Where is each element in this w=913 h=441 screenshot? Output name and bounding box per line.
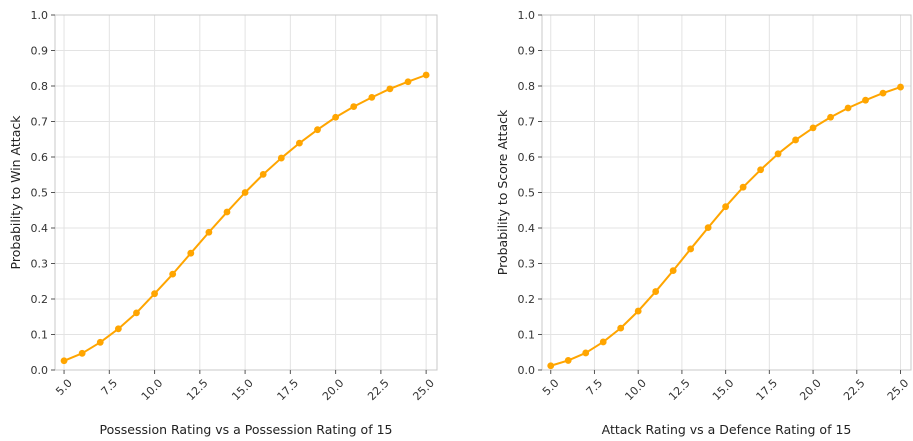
- chart1-xtick-label-5: 17.5: [275, 377, 302, 404]
- chart2-point-20: [897, 83, 904, 91]
- chart1-point-0: [60, 357, 68, 365]
- chart1-xtick-label-6: 20.0: [320, 377, 347, 404]
- chart2-ytick-label-0: 0.0: [518, 364, 536, 377]
- chart1-point-7: [187, 249, 195, 257]
- chart1-ytick-label-3: 0.3: [31, 258, 49, 271]
- chart2-xtick-label-5: 17.5: [754, 377, 781, 404]
- chart2-point-19: [879, 89, 887, 97]
- chart2-point-7: [669, 267, 677, 274]
- chart1-ytick-label-4: 0.4: [31, 222, 49, 235]
- chart2-xtick-label-2: 10.0: [622, 377, 649, 404]
- chart2-point-8: [687, 245, 695, 253]
- chart2-point-4: [617, 324, 625, 332]
- chart1-xtick-label-7: 22.5: [365, 377, 392, 404]
- chart1-point-14: [314, 126, 321, 134]
- chart2-point-2: [582, 349, 590, 357]
- chart1-point-12: [277, 154, 285, 162]
- chart2-point-14: [792, 136, 799, 144]
- chart2-xtick-label-0: 5.0: [540, 377, 562, 399]
- chart1-xtick-label-1: 7.5: [99, 377, 121, 399]
- chart1-y-axis-label: Probability to Win Attack: [8, 115, 23, 270]
- chart1-ytick-label-7: 0.7: [31, 116, 49, 129]
- chart2-point-3: [599, 338, 607, 346]
- chart2-point-16: [827, 113, 834, 121]
- chart1-ytick-label-6: 0.6: [31, 151, 49, 164]
- chart1-ytick-label-9: 0.9: [31, 45, 49, 58]
- chart2-xtick-label-1: 7.5: [584, 377, 606, 399]
- chart1-xtick-label-2: 10.0: [139, 377, 166, 404]
- chart1-point-2: [96, 338, 104, 346]
- chart1-ytick-label-0: 0.0: [31, 364, 49, 377]
- chart1-xtick-label-4: 15.0: [229, 377, 256, 404]
- chart2-point-6: [652, 288, 660, 295]
- chart2-ytick-label-1: 0.1: [518, 329, 536, 342]
- chart1-point-9: [223, 208, 231, 216]
- chart1-ytick-label-8: 0.8: [31, 80, 49, 93]
- chart2-ytick-label-10: 1.0: [518, 9, 536, 22]
- chart-panel-left: 0.0 0.1 0.2 0.3 0.4 0.5 0.6 0.7 0.8 0.9 1.0 5.0 7.5 1…: [8, 9, 438, 437]
- chart2-point-0: [547, 362, 555, 370]
- chart2-point-10: [722, 203, 730, 211]
- chart2-ytick-label-5: 0.5: [518, 187, 536, 200]
- chart2-xtick-label-8: 25.0: [885, 377, 912, 404]
- chart2-point-15: [809, 124, 817, 132]
- chart2-point-17: [844, 104, 852, 112]
- chart1-point-1: [78, 349, 86, 357]
- chart2-point-11: [739, 183, 747, 191]
- chart2-ytick-label-6: 0.6: [518, 151, 536, 164]
- chart2-xtick-label-6: 20.0: [797, 377, 824, 404]
- chart1-point-16: [350, 103, 358, 110]
- chart1-point-19: [404, 78, 412, 86]
- chart1-point-13: [296, 139, 303, 147]
- chart2-point-13: [774, 150, 782, 158]
- chart2-x-axis-label: Attack Rating vs a Defence Rating of 15: [602, 422, 852, 437]
- chart1-point-3: [114, 325, 122, 333]
- chart2-ytick-label-3: 0.3: [518, 258, 536, 271]
- chart2-point-5: [634, 307, 642, 315]
- chart1-point-15: [332, 113, 340, 121]
- chart2-ytick-label-7: 0.7: [518, 116, 536, 129]
- chart1-ytick-label-1: 0.1: [31, 329, 49, 342]
- chart1-ytick-label-2: 0.2: [31, 293, 49, 306]
- chart1-ytick-label-10: 1.0: [31, 9, 49, 22]
- chart2-ytick-label-4: 0.4: [518, 222, 536, 235]
- chart-panel-right: 0.0 0.1 0.2 0.3 0.4 0.5 0.6 0.7 0.8 0.9 1.0 5.0 7.5 1…: [495, 9, 912, 437]
- chart2-ytick-label-8: 0.8: [518, 80, 536, 93]
- chart1-xtick-label-0: 5.0: [53, 377, 75, 399]
- chart2-ytick-label-2: 0.2: [518, 293, 536, 306]
- chart2-point-9: [704, 224, 712, 232]
- chart1-point-11: [259, 170, 267, 178]
- chart1-point-5: [151, 290, 158, 298]
- chart1-point-17: [368, 93, 376, 101]
- chart1-point-4: [133, 309, 140, 317]
- chart2-point-12: [757, 166, 765, 174]
- chart1-x-axis-label: Possession Rating vs a Possession Rating…: [100, 422, 393, 437]
- chart1-point-8: [205, 228, 213, 236]
- chart1-point-10: [241, 189, 249, 196]
- chart1-xtick-label-3: 12.5: [184, 377, 211, 404]
- chart1-point-20: [422, 71, 430, 79]
- chart1-point-18: [386, 85, 394, 93]
- chart2-xtick-label-3: 12.5: [666, 377, 693, 404]
- chart2-point-1: [564, 357, 572, 364]
- chart2-ytick-label-9: 0.9: [518, 45, 536, 58]
- chart1-point-6: [169, 270, 177, 278]
- chart2-xtick-label-4: 15.0: [710, 377, 737, 404]
- chart1-ytick-label-5: 0.5: [31, 187, 49, 200]
- chart2-y-axis-label: Probability to Score Attack: [495, 109, 510, 275]
- chart2-xtick-label-7: 22.5: [841, 377, 868, 404]
- chart1-xtick-label-8: 25.0: [410, 377, 437, 404]
- chart2-point-18: [862, 96, 869, 104]
